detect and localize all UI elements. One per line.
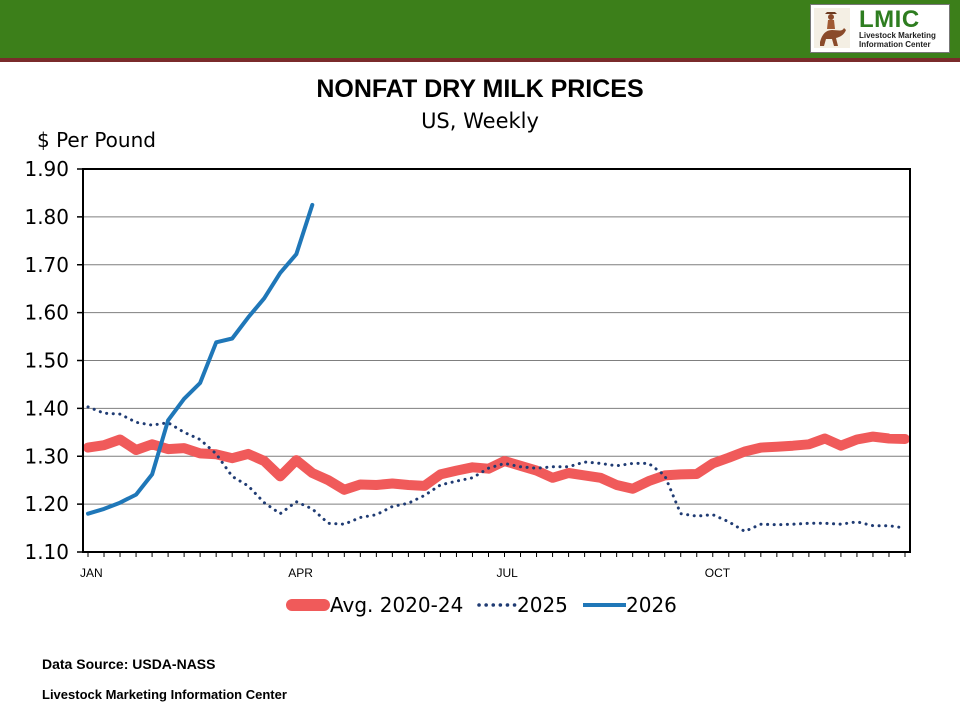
chart-title: NONFAT DRY MILK PRICES: [316, 75, 644, 103]
y-tick-label: 1.80: [24, 205, 69, 229]
chart-legend: Avg. 2020-24 2025 2026: [0, 592, 960, 620]
grid-lines: [77, 168, 910, 557]
y-tick-label: 1.70: [24, 253, 69, 277]
logo-subtext: Livestock Marketing Information Center: [859, 31, 936, 49]
logo-subtext-line1: Livestock Marketing: [859, 31, 936, 40]
legend-item-2025[interactable]: 2025: [477, 592, 587, 620]
header-bar: LMIC Livestock Marketing Information Cen…: [0, 0, 960, 62]
y-tick-label: 1.60: [24, 301, 69, 325]
organization-footer: Livestock Marketing Information Center: [42, 687, 287, 702]
series-lines: [83, 202, 910, 533]
y-tick-label: 1.20: [24, 492, 69, 516]
series-line-2026: [86, 202, 315, 516]
x-tick-label: JUL: [497, 566, 519, 580]
plot-area-frame: [82, 168, 911, 553]
legend-swatch-2026: [583, 603, 626, 607]
data-source-note: Data Source: USDA-NASS: [42, 656, 216, 672]
legend-item-2026[interactable]: 2026: [583, 592, 693, 620]
horse-rider-icon: [814, 8, 850, 48]
legend-label-avg: Avg. 2020-24: [330, 593, 464, 617]
lmic-logo[interactable]: LMIC Livestock Marketing Information Cen…: [810, 4, 950, 53]
y-tick-label: 1.30: [24, 444, 69, 468]
chart-subtitle: US, Weekly: [421, 109, 539, 133]
y-tick-labels: 1.90 1.80 1.70 1.60 1.50 1.40 1.30 1.20 1.10: [24, 157, 69, 564]
x-tick-label: OCT: [705, 566, 731, 580]
logo-subtext-line2: Information Center: [859, 39, 931, 49]
y-tick-label: 1.90: [24, 157, 69, 181]
legend-swatch-avg: [286, 599, 330, 611]
series-line-avg-2020-24: [83, 431, 910, 495]
x-tick-label: APR: [288, 566, 313, 580]
legend-label-2025: 2025: [517, 593, 568, 617]
y-tick-label: 1.50: [24, 349, 69, 373]
legend-label-2026: 2026: [626, 593, 677, 617]
y-tick-label: 1.40: [24, 396, 69, 420]
series-line-2025: [86, 405, 907, 533]
y-tick-label: 1.10: [24, 540, 69, 564]
x-tick-labels: JAN APR JUL OCT: [80, 566, 731, 580]
x-tick-label: JAN: [80, 566, 103, 580]
legend-swatch-2025: [477, 603, 519, 607]
y-axis-label: $ Per Pound: [37, 128, 156, 152]
line-chart: 1.90 1.80 1.70 1.60 1.50 1.40 1.30 1.20 1.10 JAN…: [24, 157, 911, 580]
logo-text: LMIC: [859, 6, 920, 33]
legend-item-avg[interactable]: Avg. 2020-24: [286, 592, 464, 620]
